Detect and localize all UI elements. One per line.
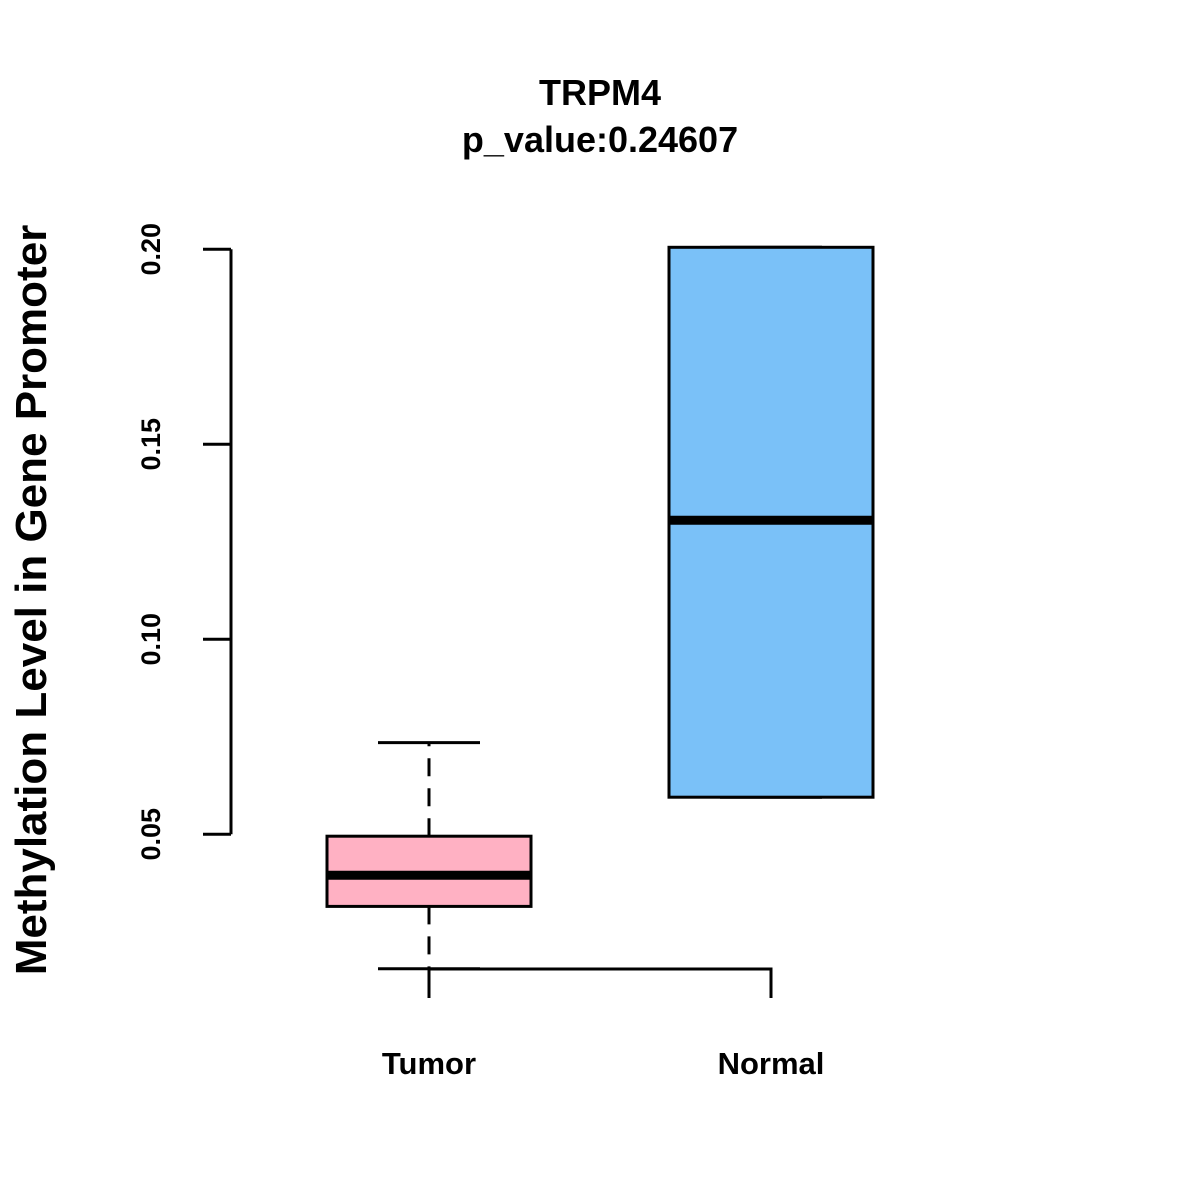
- y-tick-label: 0.10: [136, 613, 166, 666]
- y-tick-label: 0.15: [136, 418, 166, 471]
- x-tick-label-tumor: Tumor: [382, 1046, 476, 1081]
- x-tick-label-normal: Normal: [718, 1046, 825, 1081]
- y-tick-label: 0.20: [136, 223, 166, 276]
- y-axis-label: Methylation Level in Gene Promoter: [7, 225, 56, 976]
- box-normal: [667, 245, 875, 799]
- y-axis: 0.05 0.10 0.15 0.20: [136, 223, 233, 861]
- significance-bracket: [427, 967, 773, 998]
- bracket-line: [427, 967, 773, 998]
- chart-subtitle: p_value:0.24607: [462, 119, 738, 160]
- box-tumor: [325, 741, 533, 971]
- x-axis-labels: Tumor Normal: [382, 1046, 824, 1081]
- y-tick-label: 0.05: [136, 808, 166, 861]
- boxes-group: [325, 245, 875, 971]
- chart-title: TRPM4: [539, 72, 661, 113]
